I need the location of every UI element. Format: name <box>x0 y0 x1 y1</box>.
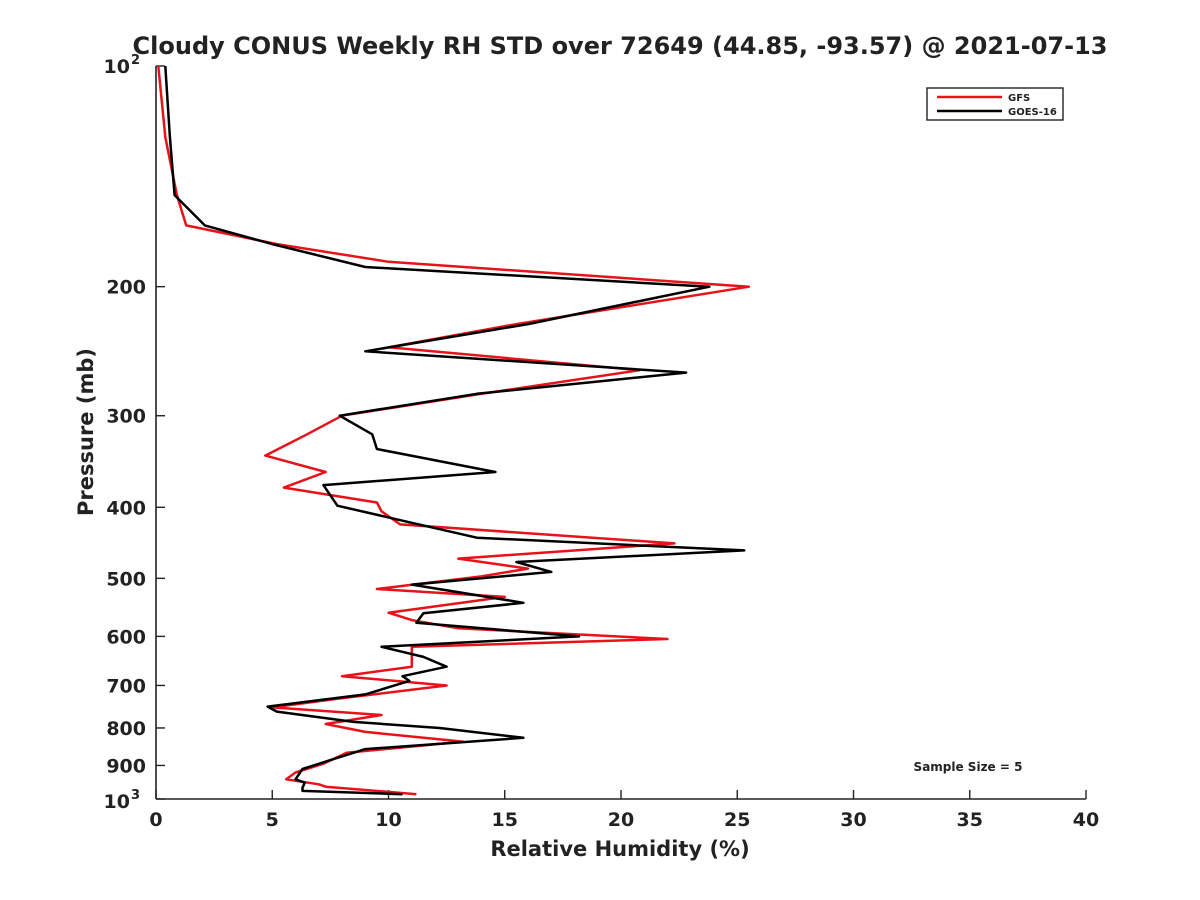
y-tick-label-power: 10 2 <box>104 53 141 78</box>
y-tick-label: 600 <box>106 626 146 648</box>
chart-title: Cloudy CONUS Weekly RH STD over 72649 (4… <box>133 32 1108 60</box>
legend: GFS GOES-16 <box>926 87 1064 121</box>
x-tick-label: 40 <box>1073 809 1099 831</box>
x-tick-label: 10 <box>375 809 401 831</box>
y-tick-label: 700 <box>106 675 146 697</box>
x-tick-label: 35 <box>957 809 983 831</box>
y-tick-exponent: 2 <box>131 53 140 68</box>
sample-size-annotation: Sample Size = 5 <box>914 760 1023 774</box>
y-tick-label: 300 <box>106 406 146 428</box>
y-tick-label: 800 <box>106 718 146 740</box>
x-tick-label: 20 <box>608 809 634 831</box>
y-tick-base: 10 <box>104 56 130 78</box>
y-tick-label: 900 <box>106 755 146 777</box>
series-lines <box>157 65 751 796</box>
legend-label: GOES-16 <box>1008 107 1057 118</box>
x-axis-label: Relative Humidity (%) <box>490 837 749 861</box>
y-tick-label: 400 <box>106 497 146 519</box>
plot-axes <box>155 66 1086 800</box>
x-tick-label: 5 <box>266 809 279 831</box>
x-tick-label: 25 <box>724 809 750 831</box>
x-ticks: 0 5 10 15 20 25 30 35 40 <box>149 790 1099 831</box>
series-line-goes-16 <box>164 65 746 796</box>
x-tick-label: 15 <box>492 809 518 831</box>
y-tick-label: 200 <box>106 277 146 299</box>
y-tick-base: 10 <box>104 791 130 813</box>
series-line-gfs <box>157 65 751 796</box>
y-tick-label: 500 <box>106 568 146 590</box>
x-tick-label: 0 <box>149 809 162 831</box>
legend-box <box>926 87 1064 121</box>
x-tick-label: 30 <box>840 809 866 831</box>
y-tick-label-power: 10 3 <box>104 788 141 813</box>
y-axis-label: Pressure (mb) <box>74 348 98 516</box>
legend-label: GFS <box>1008 93 1030 104</box>
y-tick-exponent: 3 <box>131 788 140 803</box>
